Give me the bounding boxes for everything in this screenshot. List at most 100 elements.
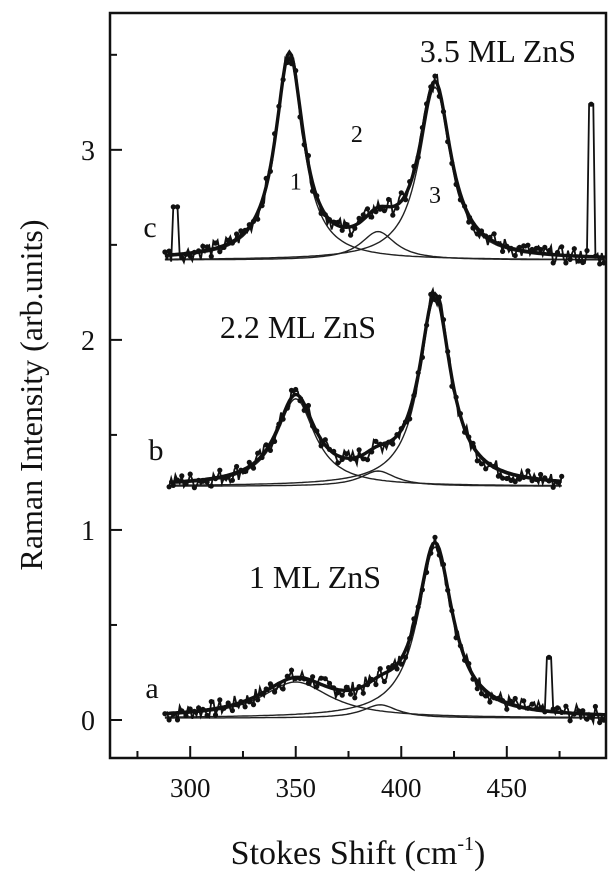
data-point [462,429,468,435]
data-point [500,698,506,704]
data-point [267,168,273,174]
data-point [550,706,556,712]
data-point [318,210,324,216]
data-point [495,695,501,702]
sample-label: 3.5 ML ZnS [420,33,576,69]
data-point [483,233,489,239]
data-point [550,260,556,266]
data-point [373,681,379,688]
data-point [495,473,501,479]
data-point [449,383,455,389]
data-point [567,256,573,262]
data-point [419,125,425,131]
data-point [453,394,459,400]
data-point [255,697,261,703]
data-point [563,703,569,709]
data-point [592,253,599,259]
y-tick-label: 2 [81,326,95,357]
data-point [415,604,421,610]
data-point [179,255,185,261]
data-point [246,459,252,465]
data-point [335,219,341,225]
data-point [208,699,214,705]
data-point [267,681,273,687]
data-point [571,246,577,252]
data-point [466,219,472,225]
data-point [326,680,333,686]
x-tick-label: 450 [487,773,528,803]
data-point [411,616,417,622]
data-point [554,479,561,485]
data-point [411,163,417,169]
data-point [356,215,362,221]
data-point [525,242,531,248]
data-point [588,101,594,107]
data-point [326,446,333,452]
data-point [314,193,320,199]
x-axis-label: Stokes Shift (cm-1) [231,833,486,872]
data-point [504,706,510,712]
data-point [453,635,459,641]
data-point [415,154,421,160]
data-point [293,386,299,393]
data-point [369,449,375,455]
data-point [424,322,430,328]
data-point [339,692,345,698]
data-point [483,466,489,472]
data-point [322,437,328,443]
data-point [457,411,463,417]
data-point [533,476,539,482]
data-point [386,196,392,203]
data-point [512,479,518,485]
data-point [322,212,328,218]
fit-component-3 [164,546,606,718]
data-point [432,73,438,79]
data-point [204,712,210,718]
data-point [217,467,223,473]
plot-frame [108,11,608,760]
data-point [360,212,366,218]
data-point [356,684,362,690]
data-point [212,240,219,246]
data-point [407,179,413,185]
data-point [255,216,261,222]
data-point [512,252,518,259]
data-point [288,61,295,67]
data-point [238,467,244,473]
data-point [305,153,311,159]
data-point [491,695,497,701]
data-point [301,142,307,148]
data-series [162,55,607,726]
data-point [580,708,586,714]
data-point [415,370,421,376]
data-point [179,708,185,714]
data-point [457,197,463,203]
data-point [326,217,333,223]
x-tick-label: 350 [275,773,316,803]
data-point [390,441,396,447]
data-point [538,246,544,253]
data-point [360,690,366,696]
data-point [234,463,240,470]
data-point [601,260,607,266]
data-point [550,484,556,490]
data-point [487,234,493,240]
data-point [508,698,514,705]
data-point [246,699,252,705]
data-point [584,716,590,722]
data-point [508,245,514,251]
fit-curves [164,49,607,719]
data-point [394,666,400,672]
data-point [217,697,223,703]
data-point [398,426,404,432]
fit-component-2 [169,470,562,487]
data-point [284,405,290,411]
data-point [221,475,227,481]
data-point [242,227,248,233]
data-point [554,705,561,711]
data-point [533,706,539,712]
data-point [196,477,202,483]
data-point [259,203,265,209]
data-point [310,423,316,429]
data-point [293,675,299,682]
